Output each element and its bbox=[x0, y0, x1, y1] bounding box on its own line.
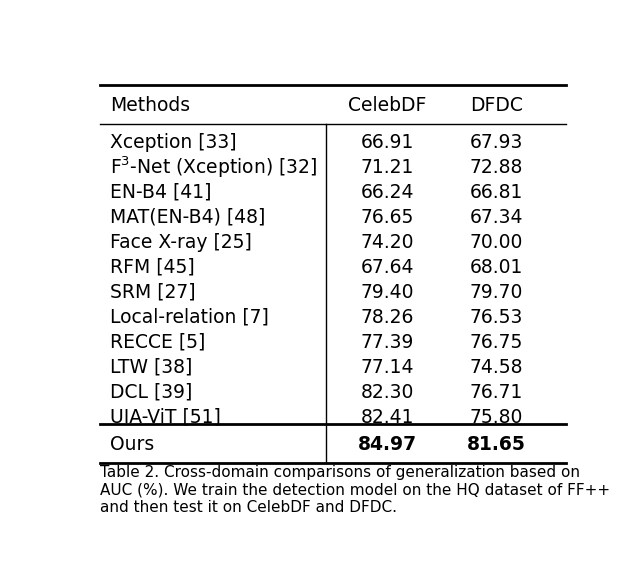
Text: LTW [38]: LTW [38] bbox=[110, 358, 192, 376]
Text: 66.81: 66.81 bbox=[470, 183, 524, 202]
Text: 75.80: 75.80 bbox=[470, 408, 524, 427]
Text: 66.91: 66.91 bbox=[361, 133, 414, 151]
Text: DCL [39]: DCL [39] bbox=[110, 383, 192, 402]
Text: 72.88: 72.88 bbox=[470, 158, 524, 176]
Text: DFDC: DFDC bbox=[470, 96, 523, 115]
Text: Xception [33]: Xception [33] bbox=[110, 133, 236, 151]
Text: MAT(EN-B4) [48]: MAT(EN-B4) [48] bbox=[110, 208, 265, 227]
Text: Table 2. Cross-domain comparisons of generalization based on
AUC (%). We train t: Table 2. Cross-domain comparisons of gen… bbox=[100, 465, 610, 514]
Text: Methods: Methods bbox=[110, 96, 190, 115]
Text: 77.14: 77.14 bbox=[361, 358, 414, 376]
Text: 76.71: 76.71 bbox=[470, 383, 524, 402]
Text: 74.58: 74.58 bbox=[470, 358, 524, 376]
Text: 68.01: 68.01 bbox=[470, 258, 524, 277]
Text: Local-relation [7]: Local-relation [7] bbox=[110, 307, 269, 327]
Text: 79.70: 79.70 bbox=[470, 282, 524, 302]
Text: 82.30: 82.30 bbox=[361, 383, 414, 402]
Text: Face X-ray [25]: Face X-ray [25] bbox=[110, 233, 252, 252]
Text: 79.40: 79.40 bbox=[361, 282, 414, 302]
Text: 77.39: 77.39 bbox=[361, 333, 414, 351]
Text: 74.20: 74.20 bbox=[361, 233, 414, 252]
Text: SRM [27]: SRM [27] bbox=[110, 282, 195, 302]
Text: 76.53: 76.53 bbox=[470, 307, 524, 327]
Text: RECCE [5]: RECCE [5] bbox=[110, 333, 205, 351]
Text: 67.64: 67.64 bbox=[361, 258, 414, 277]
Text: F$^3$-Net (Xception) [32]: F$^3$-Net (Xception) [32] bbox=[110, 154, 317, 180]
Text: 84.97: 84.97 bbox=[358, 434, 417, 454]
Text: 81.65: 81.65 bbox=[467, 434, 526, 454]
Text: RFM [45]: RFM [45] bbox=[110, 258, 195, 277]
Text: 66.24: 66.24 bbox=[361, 183, 414, 202]
Text: 67.93: 67.93 bbox=[470, 133, 524, 151]
Text: 76.65: 76.65 bbox=[361, 208, 414, 227]
Text: 76.75: 76.75 bbox=[470, 333, 524, 351]
Text: CelebDF: CelebDF bbox=[348, 96, 427, 115]
Text: Ours: Ours bbox=[110, 434, 154, 454]
Text: 82.41: 82.41 bbox=[361, 408, 414, 427]
Text: 70.00: 70.00 bbox=[470, 233, 524, 252]
Text: EN-B4 [41]: EN-B4 [41] bbox=[110, 183, 211, 202]
Text: 78.26: 78.26 bbox=[361, 307, 414, 327]
Text: UIA-ViT [51]: UIA-ViT [51] bbox=[110, 408, 221, 427]
Text: 67.34: 67.34 bbox=[470, 208, 524, 227]
Text: 71.21: 71.21 bbox=[361, 158, 414, 176]
